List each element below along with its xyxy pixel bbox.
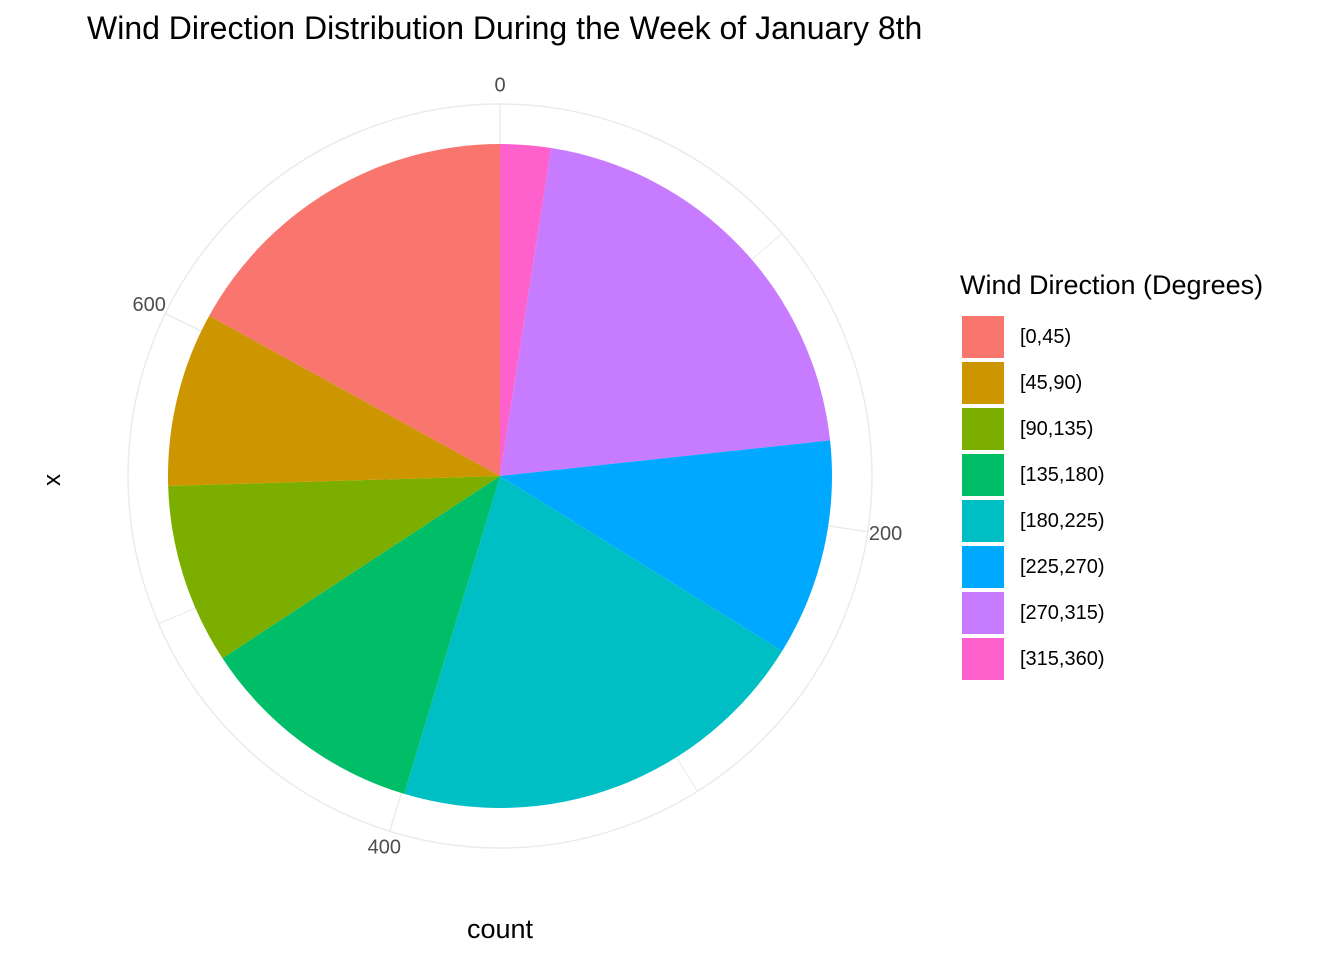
legend-key	[962, 592, 1004, 634]
tick-label-1: 200	[869, 523, 902, 545]
legend-item: [135,180)	[962, 453, 1105, 497]
pie-slice-1	[168, 315, 500, 486]
pie-slice-6	[500, 147, 831, 476]
chart-title: Wind Direction Distribution During the W…	[87, 10, 923, 46]
legend-key	[962, 454, 1004, 496]
legend-item: [0,45)	[962, 315, 1071, 359]
pie-slice-4	[404, 476, 783, 808]
pie-slice-7	[500, 144, 552, 476]
pie-slices	[168, 144, 832, 808]
pie-slice-2	[168, 476, 500, 659]
legend-key	[962, 408, 1004, 450]
angular-ticks: 0 200 400 600	[132, 74, 902, 858]
x-axis-label: count	[466, 914, 534, 944]
tick-label-3: 600	[132, 294, 165, 316]
legend-label: [90,135)	[1020, 417, 1094, 440]
legend-key	[962, 638, 1004, 680]
legend-item: [45,90)	[962, 361, 1082, 405]
legend-title: Wind Direction (Degrees)	[960, 270, 1264, 300]
legend-key	[962, 362, 1004, 404]
tick-label-0: 0	[494, 74, 505, 96]
legend-key	[962, 500, 1004, 542]
legend-label: [225,270)	[1020, 555, 1105, 578]
legend-item: [315,360)	[962, 637, 1105, 681]
legend-label: [0,45)	[1020, 325, 1072, 348]
legend-label: [180,225)	[1020, 509, 1105, 532]
pie-slice-3	[222, 476, 500, 794]
pie-slice-5	[500, 440, 832, 651]
legend-label: [315,360)	[1020, 647, 1105, 670]
legend-key	[962, 546, 1004, 588]
legend-key	[962, 316, 1004, 358]
tick-label-2: 400	[368, 837, 401, 859]
legend-item: [270,315)	[962, 591, 1105, 635]
legend-item: [225,270)	[962, 545, 1105, 589]
legend-item: [90,135)	[962, 407, 1093, 451]
legend-label: [135,180)	[1020, 463, 1105, 486]
legend-label: [45,90)	[1020, 371, 1083, 394]
pie-slice-0	[209, 144, 500, 476]
legend-item: [180,225)	[962, 499, 1105, 543]
legend-label: [270,315)	[1020, 601, 1105, 624]
